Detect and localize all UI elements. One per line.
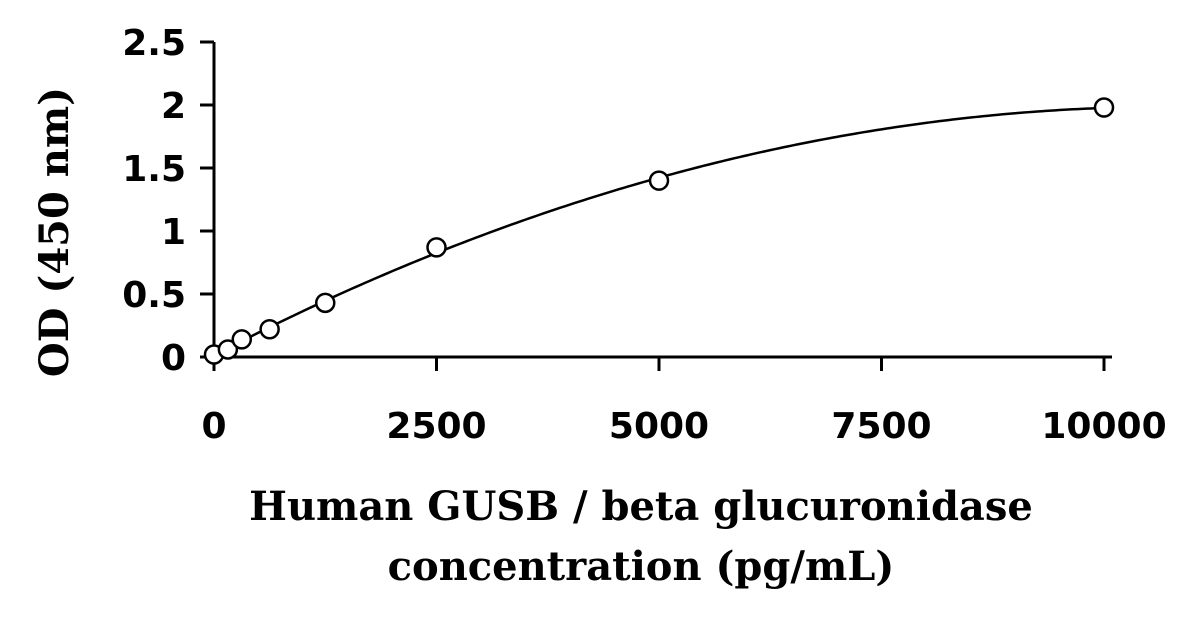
fit-curve bbox=[213, 106, 1105, 357]
x-tick-label: 7500 bbox=[831, 406, 931, 447]
y-tick-label: 2.5 bbox=[122, 23, 186, 64]
data-point bbox=[217, 339, 239, 360]
x-axis-title-line-1: Human GUSB / beta glucuronidase bbox=[249, 483, 1033, 530]
x-axis: 0 2500 5000 7500 10000 bbox=[201, 355, 1167, 447]
y-tick-label: 2 bbox=[161, 86, 186, 127]
data-point bbox=[648, 170, 670, 191]
data-point bbox=[1093, 97, 1115, 118]
x-tick-label: 0 bbox=[201, 406, 226, 447]
y-axis: 0 0.5 1 1.5 2 2.5 bbox=[122, 23, 216, 379]
y-tick-label: 1.5 bbox=[122, 149, 186, 190]
fit-curve-layer bbox=[213, 106, 1105, 357]
y-tick-label: 1 bbox=[161, 212, 186, 253]
y-tick-label: 0 bbox=[161, 338, 186, 379]
x-axis-title-line-2: concentration (pg/mL) bbox=[388, 543, 895, 590]
x-tick-label: 2500 bbox=[386, 406, 486, 447]
x-tick-label: 5000 bbox=[609, 406, 709, 447]
y-tick-label: 0.5 bbox=[122, 275, 186, 316]
data-point bbox=[315, 292, 336, 314]
y-axis-title: OD (450 nm) bbox=[31, 87, 78, 377]
data-point bbox=[231, 329, 253, 350]
data-point bbox=[426, 237, 447, 258]
data-points-layer bbox=[203, 97, 1115, 365]
x-tick-label: 10000 bbox=[1041, 406, 1166, 447]
data-point bbox=[259, 319, 280, 340]
